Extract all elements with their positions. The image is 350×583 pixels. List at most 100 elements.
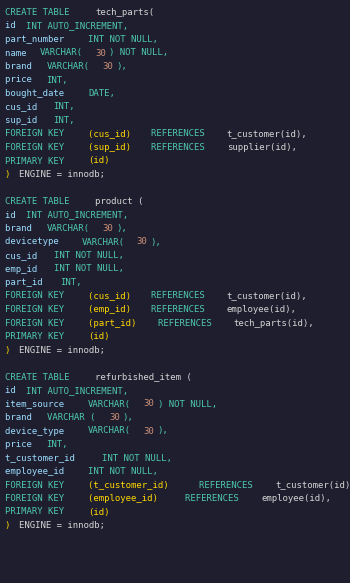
Text: PRIMARY KEY: PRIMARY KEY bbox=[5, 507, 70, 517]
Text: 30: 30 bbox=[144, 427, 154, 436]
Text: supplier(id),: supplier(id), bbox=[227, 143, 297, 152]
Text: ),: ), bbox=[116, 224, 127, 233]
Text: VARCHAR(: VARCHAR( bbox=[88, 427, 131, 436]
Text: part_id: part_id bbox=[5, 278, 48, 287]
Text: FOREIGN KEY: FOREIGN KEY bbox=[5, 292, 70, 300]
Text: (id): (id) bbox=[88, 156, 110, 166]
Text: VARCHAR(: VARCHAR( bbox=[47, 224, 90, 233]
Text: brand: brand bbox=[5, 224, 37, 233]
Text: ENGINE = innodb;: ENGINE = innodb; bbox=[19, 346, 105, 354]
Text: INT NOT NULL,: INT NOT NULL, bbox=[54, 265, 124, 273]
Text: ): ) bbox=[5, 346, 16, 354]
Text: ) NOT NULL,: ) NOT NULL, bbox=[109, 48, 168, 58]
Text: FOREIGN KEY: FOREIGN KEY bbox=[5, 318, 70, 328]
Text: ): ) bbox=[5, 521, 16, 530]
Text: refurbished_item (: refurbished_item ( bbox=[95, 373, 192, 381]
Text: cus_id: cus_id bbox=[5, 103, 43, 111]
Text: INT NOT NULL,: INT NOT NULL, bbox=[88, 35, 158, 44]
Text: PRIMARY KEY: PRIMARY KEY bbox=[5, 156, 70, 166]
Text: INT NOT NULL,: INT NOT NULL, bbox=[54, 251, 124, 260]
Text: (employee_id): (employee_id) bbox=[88, 494, 163, 503]
Text: bought_date: bought_date bbox=[5, 89, 70, 98]
Text: INT NOT NULL,: INT NOT NULL, bbox=[102, 454, 172, 462]
Text: employee(id),: employee(id), bbox=[261, 494, 331, 503]
Text: DATE,: DATE, bbox=[88, 89, 115, 98]
Text: 30: 30 bbox=[95, 48, 106, 58]
Text: INT,: INT, bbox=[47, 76, 68, 85]
Text: ),: ), bbox=[150, 237, 161, 247]
Text: brand: brand bbox=[5, 62, 37, 71]
Text: ),: ), bbox=[158, 427, 168, 436]
Text: FOREIGN KEY: FOREIGN KEY bbox=[5, 305, 70, 314]
Text: 30: 30 bbox=[102, 224, 113, 233]
Text: (id): (id) bbox=[88, 332, 110, 341]
Text: product (: product ( bbox=[95, 197, 144, 206]
Text: CREATE TABLE: CREATE TABLE bbox=[5, 8, 75, 17]
Text: id: id bbox=[5, 210, 21, 220]
Text: ): ) bbox=[5, 170, 16, 179]
Text: CREATE TABLE: CREATE TABLE bbox=[5, 197, 75, 206]
Text: device_type: device_type bbox=[5, 427, 70, 436]
Text: FOREIGN KEY: FOREIGN KEY bbox=[5, 129, 70, 139]
Text: sup_id: sup_id bbox=[5, 116, 43, 125]
Text: emp_id: emp_id bbox=[5, 265, 43, 273]
Text: INT NOT NULL,: INT NOT NULL, bbox=[88, 467, 158, 476]
Text: cus_id: cus_id bbox=[5, 251, 43, 260]
Text: VARCHAR(: VARCHAR( bbox=[47, 62, 90, 71]
Text: INT,: INT, bbox=[61, 278, 82, 287]
Text: 30: 30 bbox=[102, 62, 113, 71]
Text: (cus_id): (cus_id) bbox=[88, 292, 136, 300]
Text: VARCHAR(: VARCHAR( bbox=[40, 48, 83, 58]
Text: ) NOT NULL,: ) NOT NULL, bbox=[158, 399, 217, 409]
Text: (t_customer_id): (t_customer_id) bbox=[88, 480, 174, 490]
Text: (cus_id): (cus_id) bbox=[88, 129, 136, 139]
Text: REFERENCES: REFERENCES bbox=[150, 143, 210, 152]
Text: VARCHAR(: VARCHAR( bbox=[88, 399, 131, 409]
Text: devicetype: devicetype bbox=[5, 237, 64, 247]
Text: ENGINE = innodb;: ENGINE = innodb; bbox=[19, 170, 105, 179]
Text: PRIMARY KEY: PRIMARY KEY bbox=[5, 332, 70, 341]
Text: ),: ), bbox=[123, 413, 134, 422]
Text: id: id bbox=[5, 386, 21, 395]
Text: INT,: INT, bbox=[54, 103, 75, 111]
Text: t_customer(id),: t_customer(id), bbox=[227, 292, 308, 300]
Text: VARCHAR(: VARCHAR( bbox=[81, 237, 124, 247]
Text: tech_parts(id),: tech_parts(id), bbox=[234, 318, 315, 328]
Text: INT AUTO_INCREMENT,: INT AUTO_INCREMENT, bbox=[26, 22, 128, 30]
Text: INT,: INT, bbox=[54, 116, 75, 125]
Text: item_source: item_source bbox=[5, 399, 70, 409]
Text: (part_id): (part_id) bbox=[88, 318, 142, 328]
Text: INT AUTO_INCREMENT,: INT AUTO_INCREMENT, bbox=[26, 210, 128, 220]
Text: tech_parts(: tech_parts( bbox=[95, 8, 154, 17]
Text: FOREIGN KEY: FOREIGN KEY bbox=[5, 494, 70, 503]
Text: 30: 30 bbox=[144, 399, 154, 409]
Text: FOREIGN KEY: FOREIGN KEY bbox=[5, 480, 70, 490]
Text: t_customer(id),: t_customer(id), bbox=[227, 129, 308, 139]
Text: employee(id),: employee(id), bbox=[227, 305, 297, 314]
Text: INT AUTO_INCREMENT,: INT AUTO_INCREMENT, bbox=[26, 386, 128, 395]
Text: REFERENCES: REFERENCES bbox=[150, 292, 210, 300]
Text: part_number: part_number bbox=[5, 35, 70, 44]
Text: t_customer(id),: t_customer(id), bbox=[275, 480, 350, 490]
Text: t_customer_id: t_customer_id bbox=[5, 454, 80, 462]
Text: (emp_id): (emp_id) bbox=[88, 305, 136, 314]
Text: FOREIGN KEY: FOREIGN KEY bbox=[5, 143, 70, 152]
Text: employee_id: employee_id bbox=[5, 467, 70, 476]
Text: INT,: INT, bbox=[47, 440, 68, 449]
Text: price: price bbox=[5, 440, 37, 449]
Text: ENGINE = innodb;: ENGINE = innodb; bbox=[19, 521, 105, 530]
Text: ),: ), bbox=[116, 62, 127, 71]
Text: VARCHAR (: VARCHAR ( bbox=[47, 413, 95, 422]
Text: REFERENCES: REFERENCES bbox=[185, 494, 244, 503]
Text: name: name bbox=[5, 48, 32, 58]
Text: 30: 30 bbox=[109, 413, 120, 422]
Text: (id): (id) bbox=[88, 507, 110, 517]
Text: price: price bbox=[5, 76, 37, 85]
Text: brand: brand bbox=[5, 413, 37, 422]
Text: REFERENCES: REFERENCES bbox=[150, 129, 210, 139]
Text: REFERENCES: REFERENCES bbox=[158, 318, 217, 328]
Text: (sup_id): (sup_id) bbox=[88, 143, 136, 152]
Text: REFERENCES: REFERENCES bbox=[199, 480, 258, 490]
Text: REFERENCES: REFERENCES bbox=[150, 305, 210, 314]
Text: CREATE TABLE: CREATE TABLE bbox=[5, 373, 75, 381]
